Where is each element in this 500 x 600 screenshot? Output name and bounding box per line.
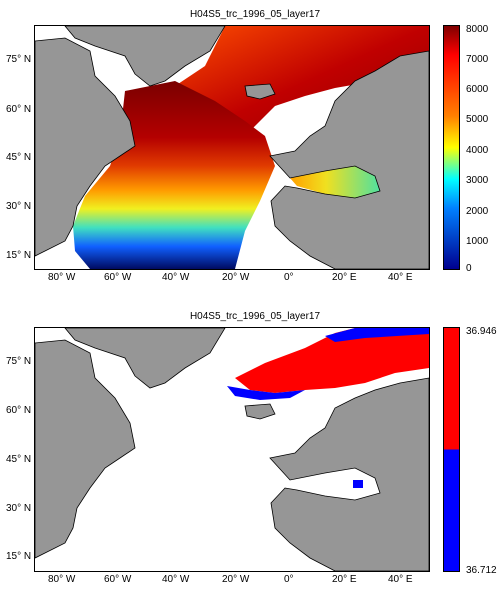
north-america-land — [35, 339, 136, 559]
bottom-lon-label-60w: 60° W — [104, 574, 132, 585]
europe-land — [269, 50, 429, 269]
top-lat-label-45n: 45° N — [6, 152, 32, 163]
top-lat-label-30n: 30° N — [6, 201, 32, 212]
top-lat-label-15n: 15° N — [6, 250, 32, 261]
top-map-axes — [34, 25, 430, 270]
iceland-land — [244, 403, 276, 420]
bottom-lon-label-0: 0° — [284, 574, 294, 585]
bottom-lon-label-40e: 40° E — [388, 574, 413, 585]
top-lon-label-80w: 80° W — [48, 272, 76, 283]
bottom-lat-label-60n: 60° N — [6, 405, 32, 416]
top-colorbar-tick-6000: 6000 — [466, 84, 489, 95]
data-field-low-med-2 — [353, 480, 363, 488]
top-lat-label-75n: 75° N — [6, 54, 32, 65]
top-lon-label-40e: 40° E — [388, 272, 413, 283]
greenland-land — [64, 26, 226, 87]
top-colorbar-tick-1000: 1000 — [466, 236, 489, 247]
europe-land — [269, 377, 429, 571]
bottom-lon-label-20w: 20° W — [222, 574, 250, 585]
top-map-title: H04S5_trc_1996_05_layer17 — [189, 9, 321, 20]
bottom-colorbar-tick-max: 36.946 — [466, 326, 497, 337]
top-colorbar-tick-2000: 2000 — [466, 206, 489, 217]
data-field-high — [235, 328, 429, 393]
bottom-map-axes — [34, 327, 430, 572]
top-lon-label-20w: 20° W — [222, 272, 250, 283]
top-map-canvas — [35, 26, 429, 269]
top-lat-label-60n: 60° N — [6, 104, 32, 115]
top-colorbar-tick-3000: 3000 — [466, 175, 489, 186]
bottom-colorbar — [443, 327, 460, 572]
top-colorbar-tick-4000: 4000 — [466, 145, 489, 156]
bottom-colorbar-tick-min: 36.712 — [466, 565, 497, 576]
bottom-lat-label-30n: 30° N — [6, 503, 32, 514]
top-lon-label-40w: 40° W — [162, 272, 190, 283]
bottom-lon-label-40w: 40° W — [162, 574, 190, 585]
top-colorbar-tick-7000: 7000 — [466, 54, 489, 65]
top-colorbar — [443, 25, 460, 270]
greenland-land — [64, 328, 226, 389]
data-field-mediterranean — [290, 166, 380, 198]
data-field-low-edge — [227, 386, 305, 400]
bottom-map-title: H04S5_trc_1996_05_layer17 — [189, 311, 321, 322]
bottom-lat-label-75n: 75° N — [6, 356, 32, 367]
top-lon-label-0: 0° — [284, 272, 294, 283]
north-america-land — [35, 37, 136, 257]
top-colorbar-tick-0: 0 — [466, 263, 472, 274]
top-lon-label-20e: 20° E — [332, 272, 357, 283]
top-lon-label-60w: 60° W — [104, 272, 132, 283]
bottom-lat-label-45n: 45° N — [6, 454, 32, 465]
top-colorbar-tick-8000: 8000 — [466, 24, 489, 35]
bottom-map-canvas — [35, 328, 429, 571]
top-colorbar-tick-5000: 5000 — [466, 114, 489, 125]
bottom-lon-label-80w: 80° W — [48, 574, 76, 585]
iceland-land — [244, 83, 276, 100]
bottom-lon-label-20e: 20° E — [332, 574, 357, 585]
data-field-low-north — [325, 328, 429, 342]
bottom-lat-label-15n: 15° N — [6, 551, 32, 562]
